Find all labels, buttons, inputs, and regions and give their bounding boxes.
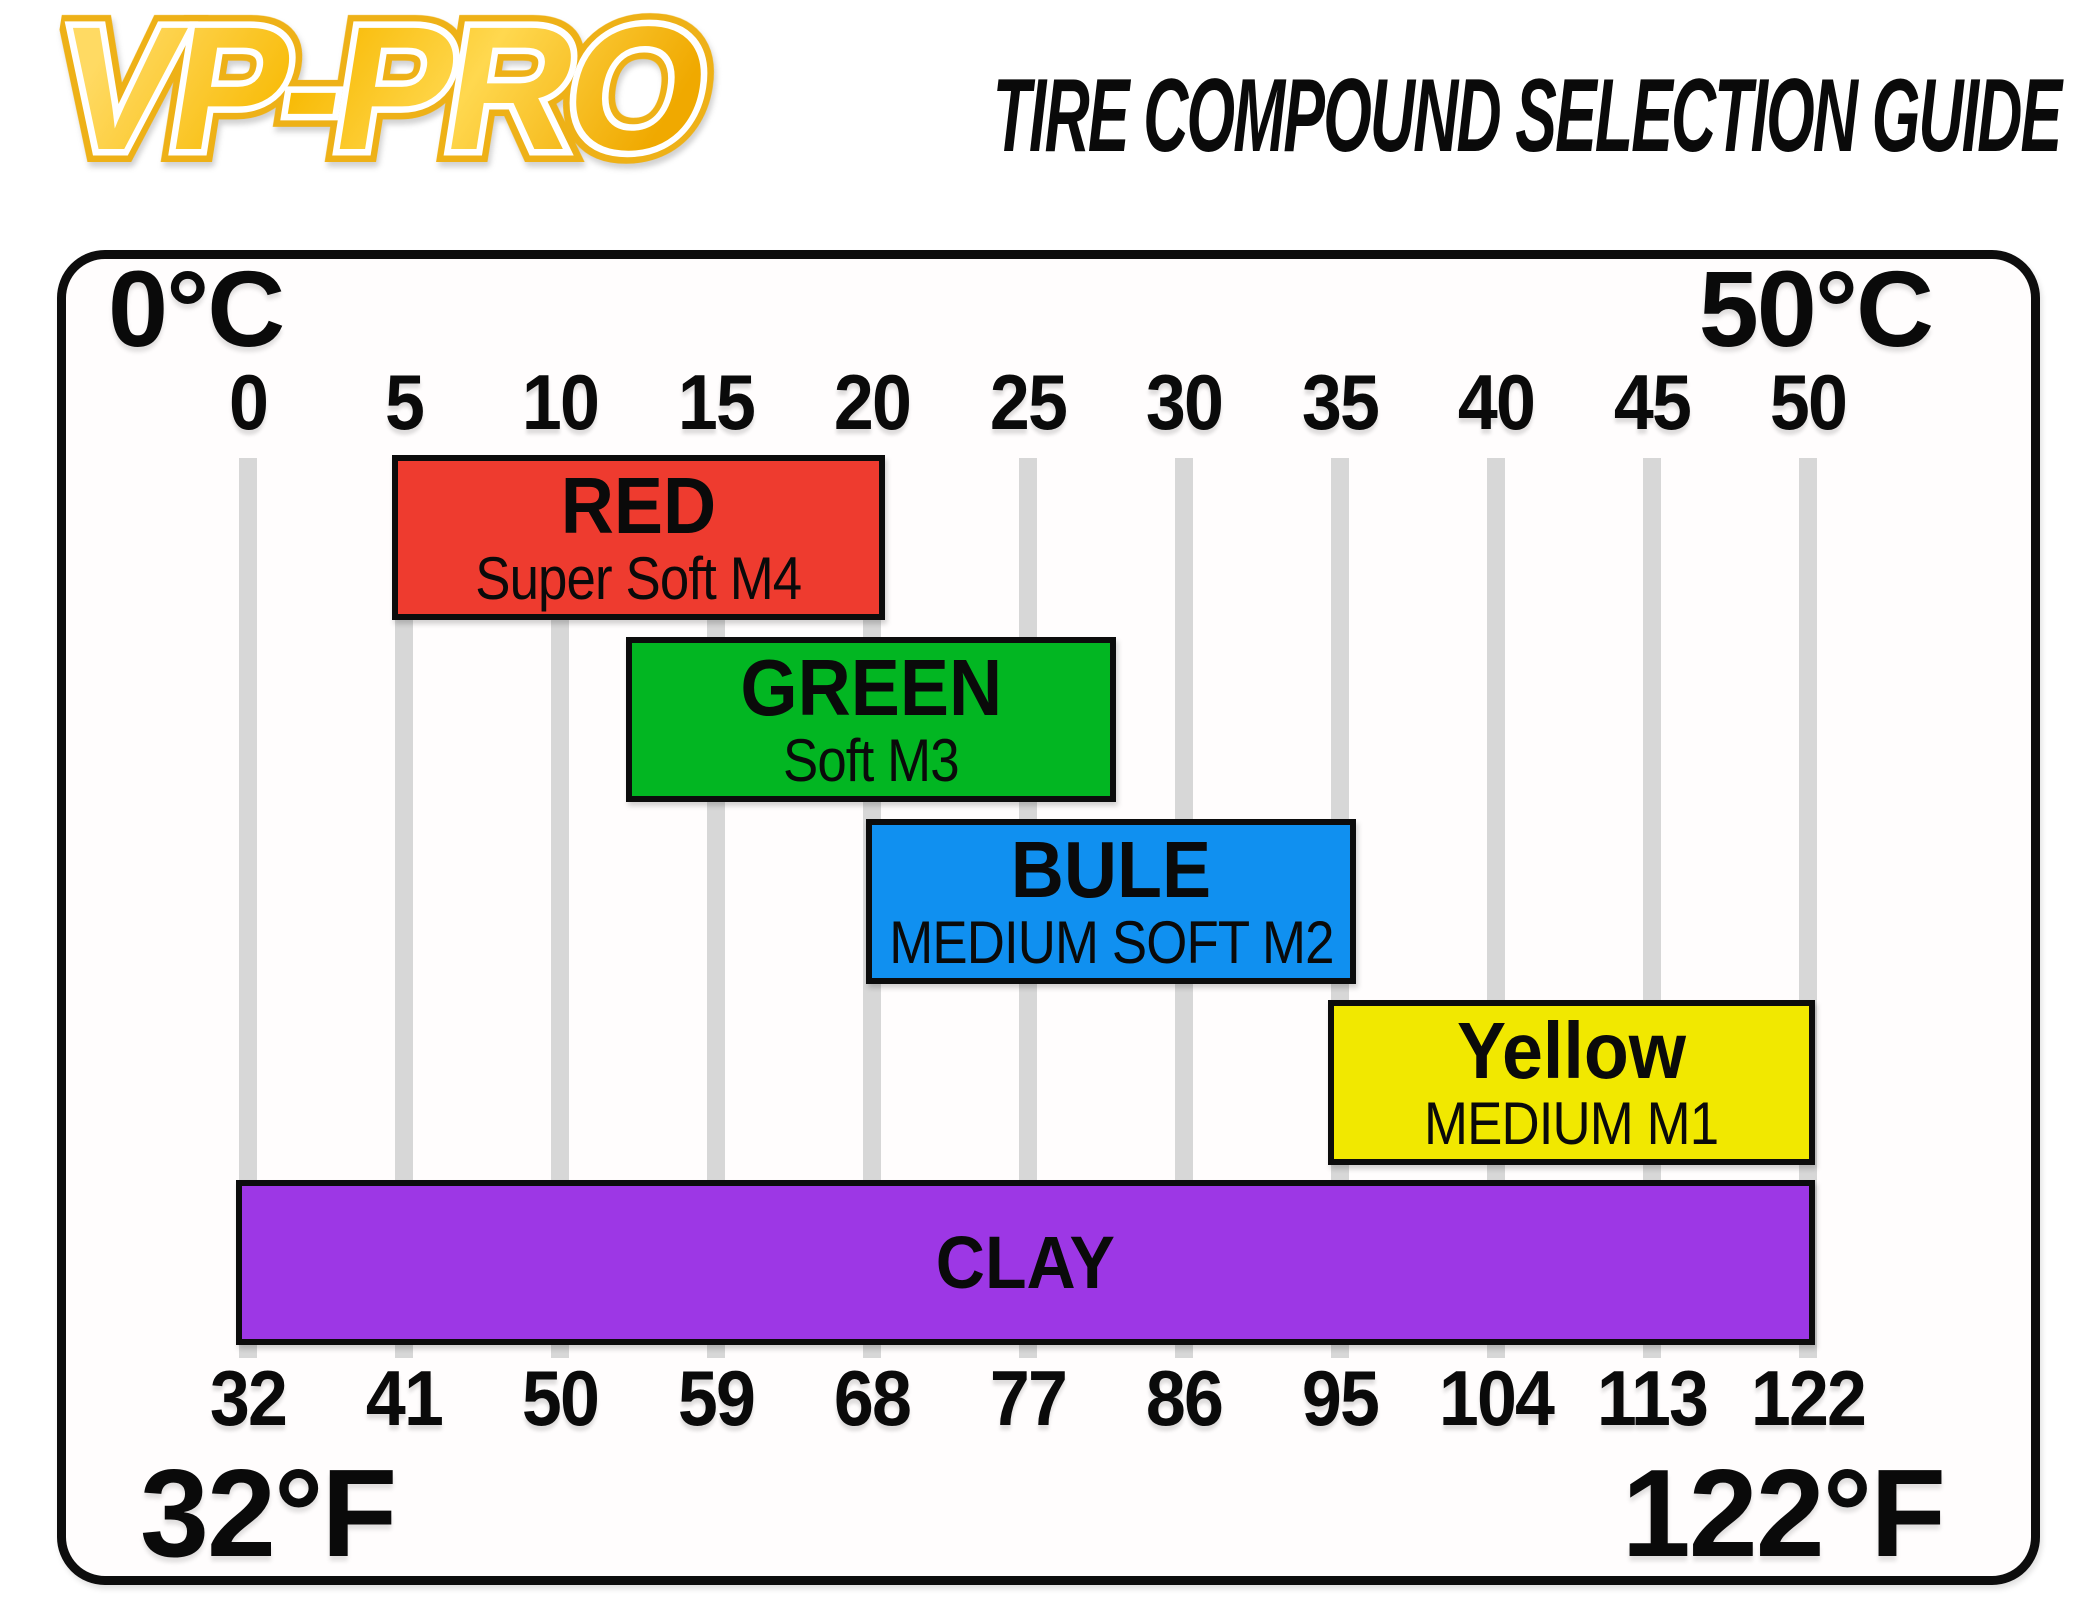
fahrenheit-tick-50: 50: [521, 1354, 600, 1442]
gridline-0c: [239, 458, 257, 1358]
fahrenheit-tick-95: 95: [1301, 1354, 1380, 1442]
compound-bar-clay: CLAY: [236, 1180, 1815, 1345]
gridline-5c: [395, 458, 413, 1358]
vp-pro-logo: VP-PRO VP-PRO VP-PRO: [34, 0, 936, 200]
celsius-tick-30: 30: [1145, 358, 1224, 446]
compound-bar-yellow: Yellow MEDIUM M1: [1328, 1000, 1815, 1165]
compound-sublabel-yellow: MEDIUM M1: [1424, 1089, 1719, 1157]
fahrenheit-tick-68: 68: [833, 1354, 912, 1442]
fahrenheit-tick-113: 113: [1596, 1354, 1709, 1442]
fahrenheit-tick-41: 41: [365, 1354, 444, 1442]
vp-pro-logo-text: VP-PRO: [46, 0, 717, 187]
compound-name-yellow: Yellow: [1456, 1005, 1687, 1095]
fahrenheit-tick-59: 59: [677, 1354, 756, 1442]
compound-name-green: GREEN: [740, 642, 1002, 732]
compound-bar-bule: BULE MEDIUM SOFT M2: [866, 819, 1356, 984]
compound-bar-red: RED Super Soft M4: [392, 455, 885, 620]
celsius-tick-15: 15: [677, 358, 756, 446]
page-title: TIRE COMPOUND SELECTION GUIDE: [992, 58, 2061, 174]
celsius-tick-0: 0: [228, 358, 269, 446]
celsius-tick-20: 20: [833, 358, 912, 446]
compound-name-red: RED: [560, 460, 717, 550]
celsius-tick-10: 10: [521, 358, 600, 446]
compound-bar-green: GREEN Soft M3: [626, 637, 1116, 802]
celsius-min-label: 0°C: [108, 248, 285, 369]
compound-name-bule: BULE: [1010, 824, 1212, 914]
fahrenheit-tick-32: 32: [209, 1354, 288, 1442]
celsius-tick-45: 45: [1613, 358, 1692, 446]
gridline-10c: [551, 458, 569, 1358]
compound-sublabel-green: Soft M3: [783, 726, 960, 794]
celsius-tick-35: 35: [1301, 358, 1380, 446]
fahrenheit-tick-77: 77: [989, 1354, 1068, 1442]
fahrenheit-tick-122: 122: [1750, 1354, 1867, 1442]
fahrenheit-min-label: 32°F: [140, 1445, 397, 1583]
celsius-tick-50: 50: [1769, 358, 1848, 446]
celsius-tick-25: 25: [989, 358, 1068, 446]
celsius-tick-40: 40: [1457, 358, 1536, 446]
celsius-max-label: 50°C: [1698, 248, 1934, 369]
compound-sublabel-red: Super Soft M4: [475, 544, 802, 612]
fahrenheit-tick-104: 104: [1438, 1354, 1555, 1442]
fahrenheit-max-label: 122°F: [1621, 1445, 1946, 1583]
compound-sublabel-bule: MEDIUM SOFT M2: [888, 908, 1334, 976]
fahrenheit-tick-86: 86: [1145, 1354, 1224, 1442]
compound-name-clay: CLAY: [935, 1220, 1116, 1304]
celsius-tick-5: 5: [384, 358, 425, 446]
